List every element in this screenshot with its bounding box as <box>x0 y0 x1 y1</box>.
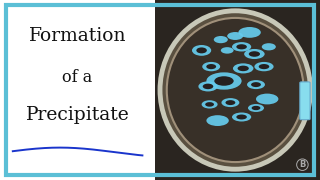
Ellipse shape <box>206 64 216 69</box>
Ellipse shape <box>232 42 251 51</box>
Ellipse shape <box>232 112 251 122</box>
Ellipse shape <box>233 63 253 73</box>
Text: Precipitate: Precipitate <box>26 106 130 124</box>
Ellipse shape <box>202 100 218 109</box>
Ellipse shape <box>244 49 265 59</box>
Ellipse shape <box>262 43 276 50</box>
Ellipse shape <box>214 36 228 43</box>
Bar <box>155 0 320 180</box>
Ellipse shape <box>167 18 304 162</box>
Ellipse shape <box>249 51 260 57</box>
Ellipse shape <box>237 66 249 71</box>
Ellipse shape <box>192 45 211 56</box>
Ellipse shape <box>221 98 239 107</box>
Ellipse shape <box>198 81 218 91</box>
Ellipse shape <box>221 47 234 54</box>
Ellipse shape <box>206 72 242 90</box>
Text: Formation: Formation <box>29 27 126 45</box>
Ellipse shape <box>248 104 264 112</box>
Bar <box>0 0 155 180</box>
Ellipse shape <box>254 62 274 71</box>
Ellipse shape <box>226 100 235 105</box>
FancyBboxPatch shape <box>300 82 310 120</box>
Ellipse shape <box>202 62 220 71</box>
Ellipse shape <box>214 76 234 86</box>
Ellipse shape <box>205 102 214 107</box>
Ellipse shape <box>203 84 213 89</box>
Ellipse shape <box>259 64 269 69</box>
Text: of a: of a <box>62 69 93 86</box>
Ellipse shape <box>251 82 261 87</box>
Ellipse shape <box>236 44 247 49</box>
Ellipse shape <box>196 48 207 53</box>
Text: B: B <box>299 160 306 169</box>
Ellipse shape <box>236 114 247 120</box>
Ellipse shape <box>252 106 260 110</box>
Ellipse shape <box>247 80 265 89</box>
Ellipse shape <box>238 27 261 38</box>
Ellipse shape <box>227 32 243 40</box>
Ellipse shape <box>206 115 229 126</box>
Ellipse shape <box>160 11 310 169</box>
Ellipse shape <box>256 94 278 104</box>
